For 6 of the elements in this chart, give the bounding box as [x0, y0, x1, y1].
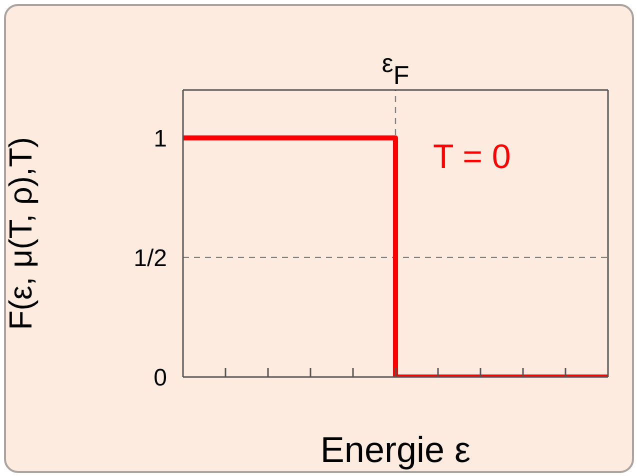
series-label: T = 0	[433, 138, 511, 176]
y-tick-label: 0	[154, 364, 167, 392]
y-tick-label: 1/2	[134, 244, 167, 272]
y-tick-label: 1	[154, 125, 167, 152]
x-axis-title: Energie ε	[320, 429, 471, 470]
y-axis-title: F(ε, μ(T, ρ),T)	[2, 136, 38, 330]
